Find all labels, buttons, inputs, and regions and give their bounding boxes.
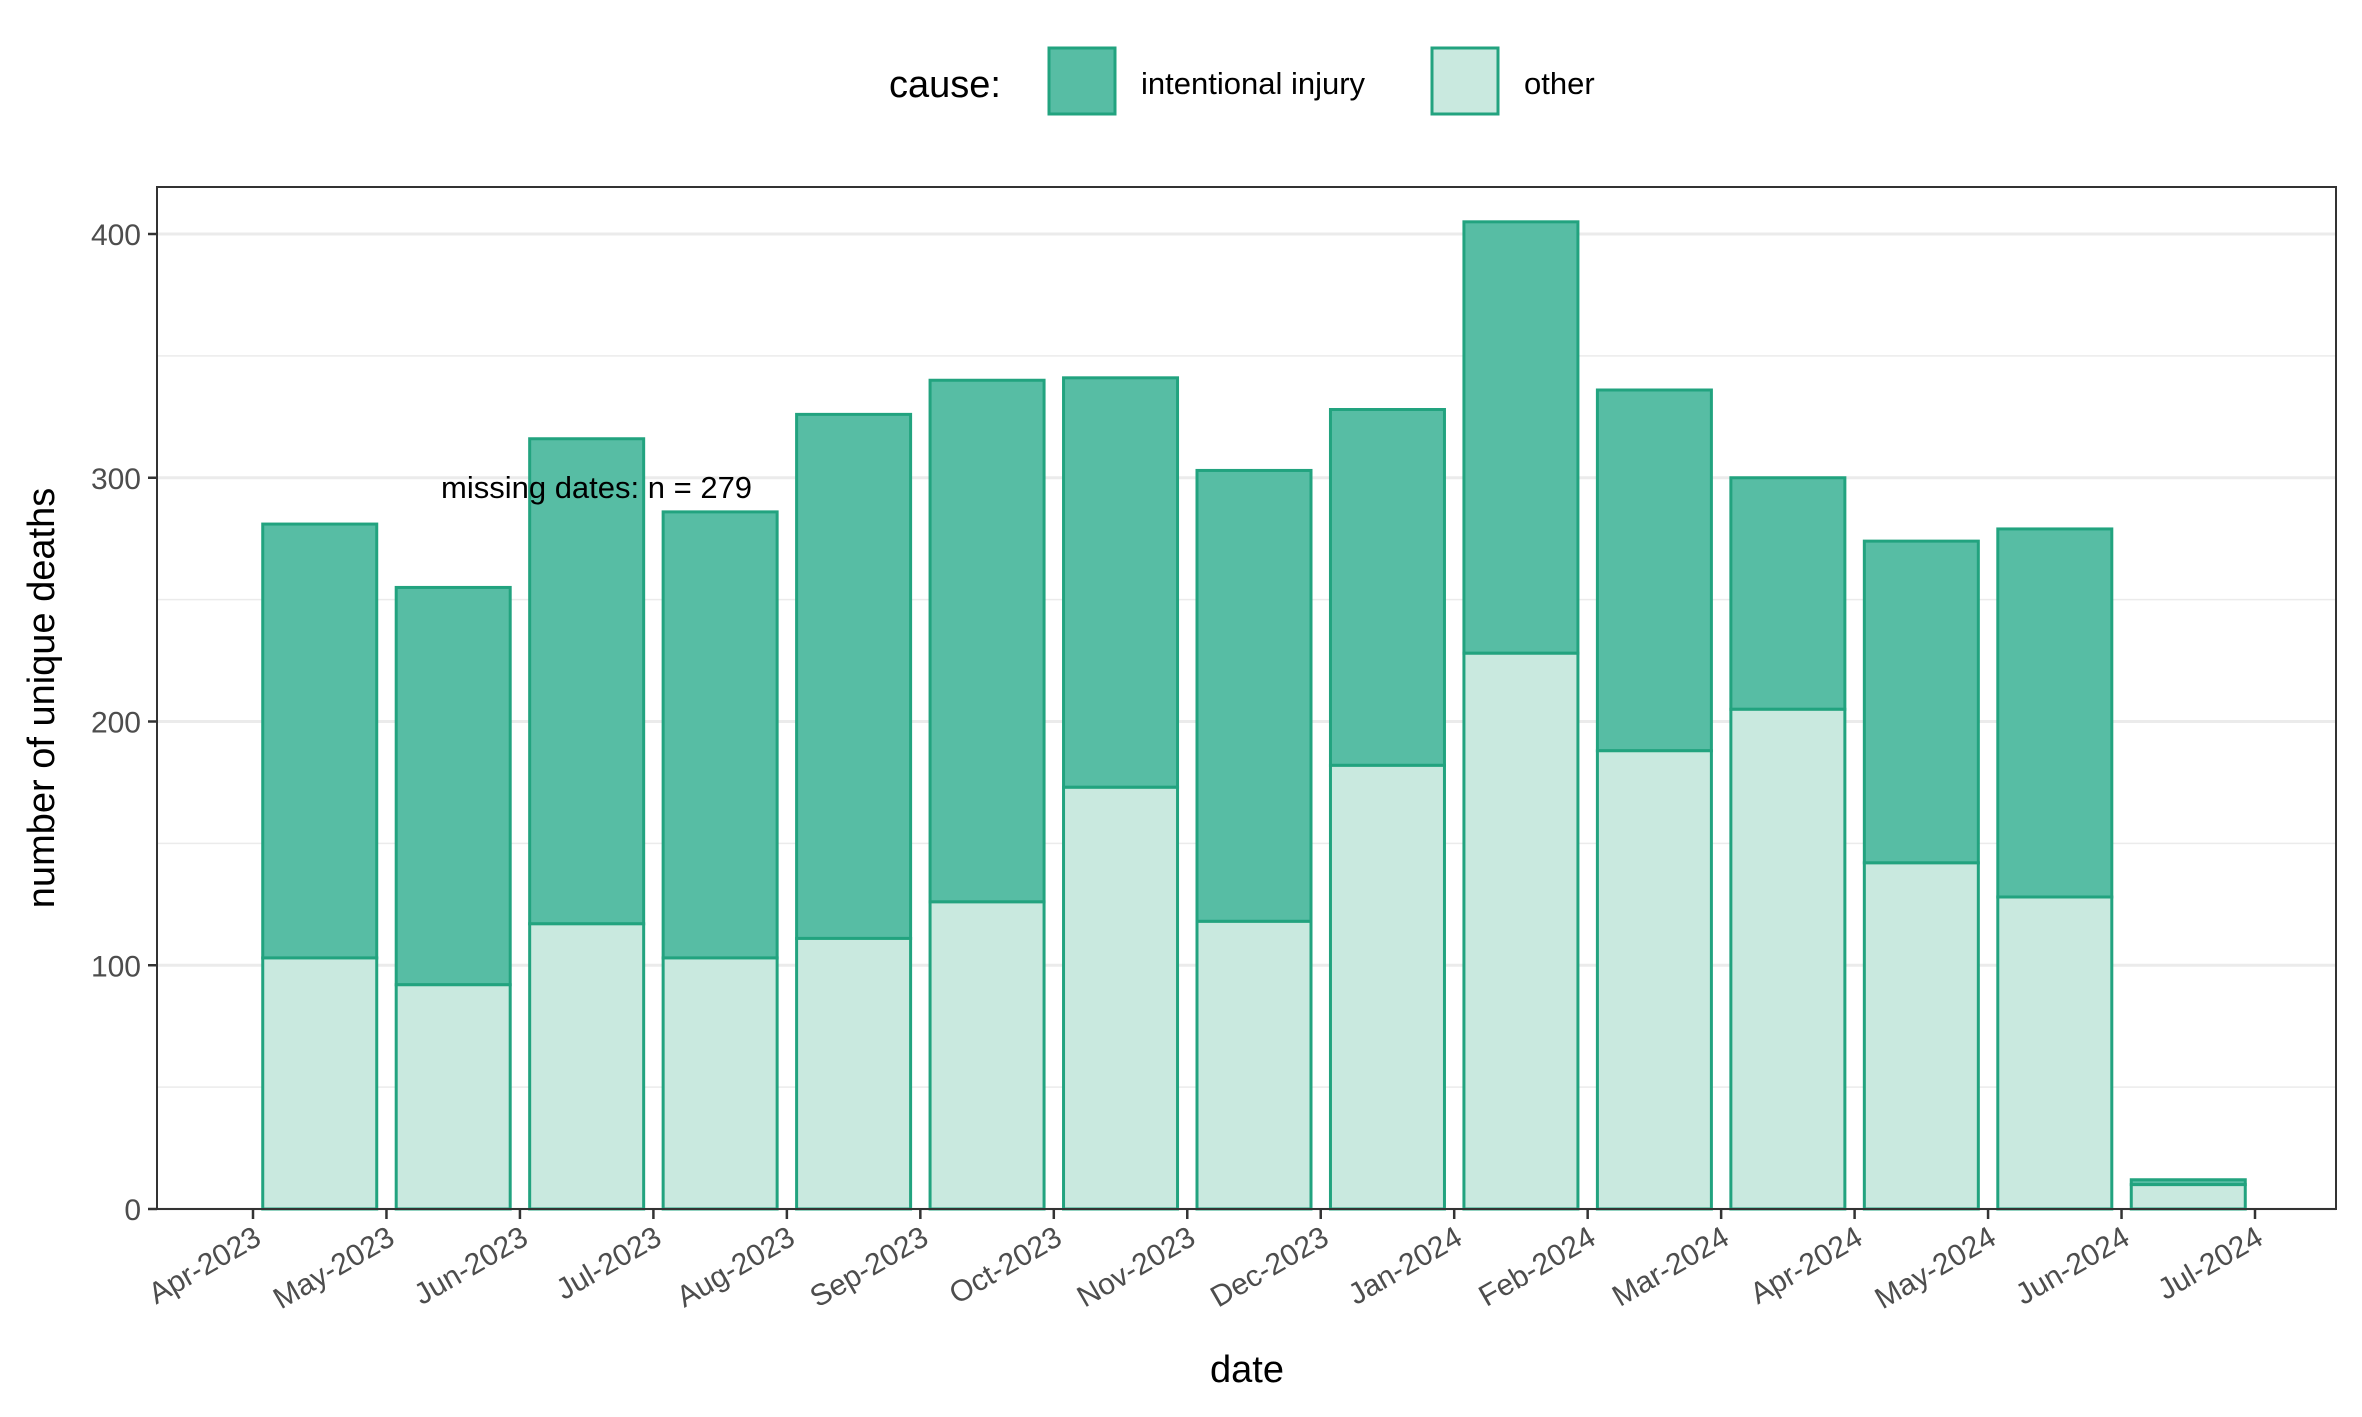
x-axis-title: date (1210, 1349, 1284, 1391)
x-tick-label: Aug-2023 (671, 1220, 800, 1314)
x-axis: Apr-2023 May-2023 Jun-2023 Jul-2023 Aug-2023… (143, 1209, 2269, 1316)
x-tick-label: May-2023 (268, 1220, 400, 1315)
panel-border (156, 186, 2337, 1210)
bar-intentional-injury-jun-2023 (528, 437, 646, 926)
bar-other-nov-2023 (1195, 919, 1313, 1211)
annotation-missing-dates: missing dates: n = 279 (441, 470, 752, 505)
x-tick-label: Nov-2023 (1072, 1220, 1201, 1314)
bar-intentional-injury-oct-2023 (1062, 376, 1180, 789)
bar-intentional-injury-nov-2023 (1195, 468, 1313, 923)
x-tick-label: Apr-2024 (1745, 1220, 1868, 1310)
bar-other-dec-2023 (1328, 763, 1446, 1211)
legend: cause: intentional injury other (889, 46, 1595, 116)
legend-title: cause: (889, 64, 1001, 106)
bar-other-may-2024 (1996, 895, 2114, 1211)
y-axis: 0 100 200 300 400 (91, 219, 157, 1227)
bar-intentional-injury-may-2024 (1996, 527, 2114, 899)
x-tick-label: Jul-2024 (2152, 1220, 2268, 1306)
x-tick-label: Feb-2024 (1473, 1220, 1601, 1313)
bar-other-jun-2023 (528, 922, 646, 1211)
legend-label-intentional-injury: intentional injury (1141, 66, 1366, 101)
bar-other-jul-2023 (661, 956, 779, 1211)
legend-label-other: other (1524, 66, 1595, 101)
bar-other-sep-2023 (928, 900, 1046, 1211)
bar-other-may-2023 (394, 983, 512, 1211)
bar-other-mar-2024 (1729, 707, 1847, 1211)
bar-intentional-injury-mar-2024 (1729, 476, 1847, 711)
x-tick-label: Jan-2024 (1343, 1220, 1468, 1311)
bar-intentional-injury-sep-2023 (928, 378, 1046, 904)
y-tick-label: 300 (91, 463, 141, 496)
bar-other-apr-2024 (1862, 861, 1980, 1211)
bar-intentional-injury-feb-2024 (1595, 388, 1713, 753)
bar-other-jan-2024 (1462, 651, 1580, 1211)
bar-intentional-injury-dec-2023 (1328, 408, 1446, 767)
x-tick-label: Jul-2023 (551, 1220, 667, 1306)
y-tick-label: 0 (124, 1194, 141, 1227)
x-tick-label: Sep-2023 (805, 1220, 934, 1314)
bar-other-aug-2023 (795, 936, 913, 1211)
y-tick-label: 200 (91, 707, 141, 740)
bar-other-jun-2024 (2129, 1183, 2247, 1211)
bar-intentional-injury-may-2023 (394, 585, 512, 987)
x-tick-label: Dec-2023 (1205, 1220, 1334, 1314)
bar-other-feb-2024 (1595, 749, 1713, 1211)
x-tick-label: May-2024 (1870, 1220, 2002, 1315)
bar-intentional-injury-jan-2024 (1462, 220, 1580, 655)
y-tick-label: 400 (91, 219, 141, 252)
bar-intentional-injury-aug-2023 (795, 412, 913, 940)
y-axis-title: number of unique deaths (21, 488, 63, 908)
x-tick-label: Mar-2024 (1607, 1220, 1735, 1313)
x-tick-label: Jun-2024 (2010, 1220, 2135, 1311)
bar-intentional-injury-jul-2023 (661, 510, 779, 960)
bar-intentional-injury-apr-2023 (261, 522, 379, 960)
bar-other-apr-2023 (261, 956, 379, 1211)
legend-key-other (1430, 46, 1500, 116)
x-tick-label: Jun-2023 (409, 1220, 534, 1311)
x-tick-label: Apr-2023 (143, 1220, 266, 1310)
bar-other-oct-2023 (1062, 785, 1180, 1211)
bar-intentional-injury-apr-2024 (1862, 539, 1980, 865)
y-tick-label: 100 (91, 950, 141, 983)
bars (261, 220, 2247, 1211)
legend-key-intentional-injury (1047, 46, 1117, 116)
x-tick-label: Oct-2023 (944, 1220, 1067, 1310)
